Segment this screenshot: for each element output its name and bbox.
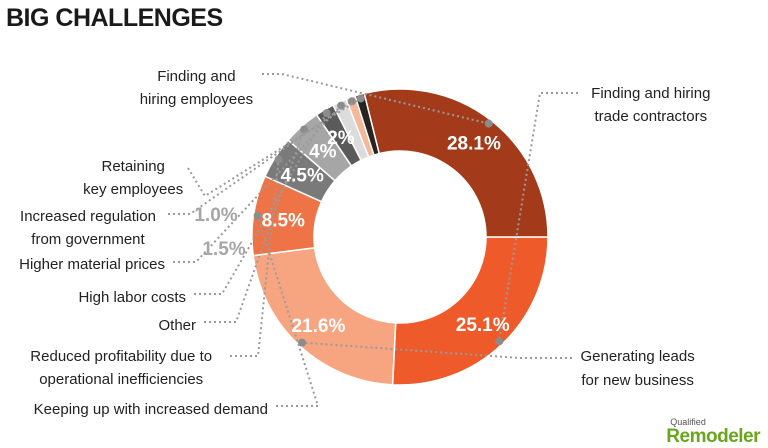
leader-line-generating-leads-for-new-business (302, 341, 572, 359)
value-label-keeping-up-with-increased-demand: 8.5% (262, 211, 305, 232)
brand-logo-main: Remodeler (666, 426, 760, 447)
value-label-high-labor-costs: 2% (327, 128, 355, 149)
value-labels: 25.1% 21.6% 8.5% 4.5% 4%2% 1.5% 1.0% 28.1% (194, 128, 509, 337)
value-label-finding-and-hiring-employees: 28.1% (447, 133, 501, 154)
category-labels: Finding and hiring trade contractors Gener… (19, 68, 710, 418)
leader-lines (168, 73, 578, 407)
category-label-reduced-profitability-due-to-operational-inefficiencies: Reduced profitability due to operational … (30, 348, 212, 388)
leader-line-other (204, 129, 306, 323)
category-label-finding-and-hiring-employees: Finding and hiring employees (140, 68, 253, 108)
slice-finding-and-hiring-trade-contractors (391, 236, 549, 386)
leader-dot-increased-regulation-from-government (347, 97, 356, 106)
value-label-increased-regulation-from-government: 1.0% (194, 205, 237, 226)
value-label-other: 4% (309, 141, 337, 162)
value-label-finding-and-hiring-trade-contractors: 25.1% (456, 315, 510, 336)
chart-title: BIG CHALLENGES (6, 4, 223, 32)
value-label-reduced-profitability-due-to-operational-inefficiencies: 4.5% (281, 166, 324, 187)
category-label-increased-regulation-from-government: Increased regulation from government (20, 208, 156, 248)
brand-logo: Qualified Remodeler (666, 417, 760, 447)
leader-dot-reduced-profitability-due-to-operational-inefficiencies (274, 155, 283, 164)
leader-dot-retaining-key-employees (356, 94, 365, 103)
category-label-retaining-key-employees: Retaining key employees (83, 158, 183, 198)
category-label-keeping-up-with-increased-demand: Keeping up with increased demand (34, 401, 268, 418)
value-label-higher-material-prices: 1.5% (202, 239, 245, 260)
leader-dot-generating-leads-for-new-business (298, 338, 307, 347)
brand-logo-small: Qualified (670, 417, 706, 427)
category-label-finding-and-hiring-trade-contractors: Finding and hiring trade contractors (591, 85, 710, 125)
donut-slices (251, 88, 549, 386)
leader-line-finding-and-hiring-trade-contractors (498, 92, 578, 342)
leader-line-finding-and-hiring-employees (262, 73, 489, 125)
leader-dot-other (300, 125, 309, 134)
category-label-high-labor-costs: High labor costs (78, 289, 186, 306)
slice-generating-leads-for-new-business (252, 246, 397, 386)
value-label-generating-leads-for-new-business: 21.6% (291, 316, 345, 337)
category-label-other: Other (158, 317, 196, 334)
leader-line-higher-material-prices (173, 104, 342, 263)
leader-dot-high-labor-costs (322, 109, 331, 118)
slice-finding-and-hiring-employees (363, 88, 549, 238)
leader-dot-finding-and-hiring-employees (484, 119, 493, 128)
leader-line-keeping-up-with-increased-demand (256, 215, 320, 407)
category-label-higher-material-prices: Higher material prices (19, 256, 165, 273)
category-label-generating-leads-for-new-business: Generating leads for new business (580, 348, 694, 389)
leader-dot-keeping-up-with-increased-demand (253, 211, 262, 220)
leader-line-retaining-key-employees (187, 97, 362, 198)
leader-dot-finding-and-hiring-trade-contractors (495, 337, 504, 346)
leader-line-increased-regulation-from-government (168, 100, 353, 215)
leader-dot-higher-material-prices (337, 101, 346, 110)
